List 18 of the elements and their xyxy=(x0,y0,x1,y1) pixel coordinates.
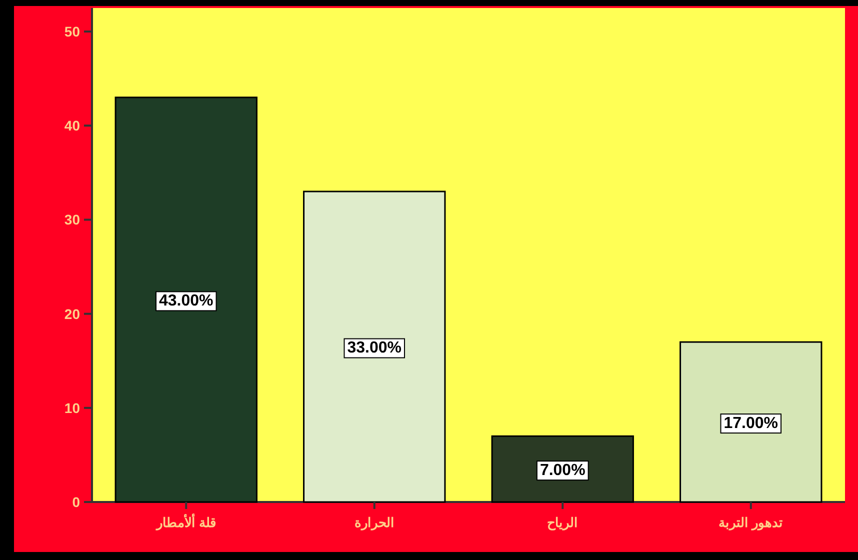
y-tick-label: 10 xyxy=(64,400,80,416)
bar xyxy=(680,341,822,503)
y-tick-label: 40 xyxy=(64,118,80,134)
bar xyxy=(491,435,634,503)
data-label: 43.00% xyxy=(158,292,214,310)
bar xyxy=(114,96,258,503)
x-tick-label: الحرارة xyxy=(354,515,394,531)
data-label: 17.00% xyxy=(724,415,778,432)
x-tick-label: قلة ألأمطار xyxy=(155,514,216,531)
x-tick-label: الرياح xyxy=(547,515,578,531)
data-label: 33.00% xyxy=(347,340,402,357)
x-tick-label: تدهور التربة xyxy=(718,515,784,531)
y-tick-label: 30 xyxy=(64,212,80,228)
y-tick-label: 0 xyxy=(72,494,80,510)
bar xyxy=(303,190,446,503)
data-label: 7.00% xyxy=(540,462,586,480)
y-tick-label: 50 xyxy=(64,24,80,40)
y-tick-label: 20 xyxy=(64,306,80,322)
